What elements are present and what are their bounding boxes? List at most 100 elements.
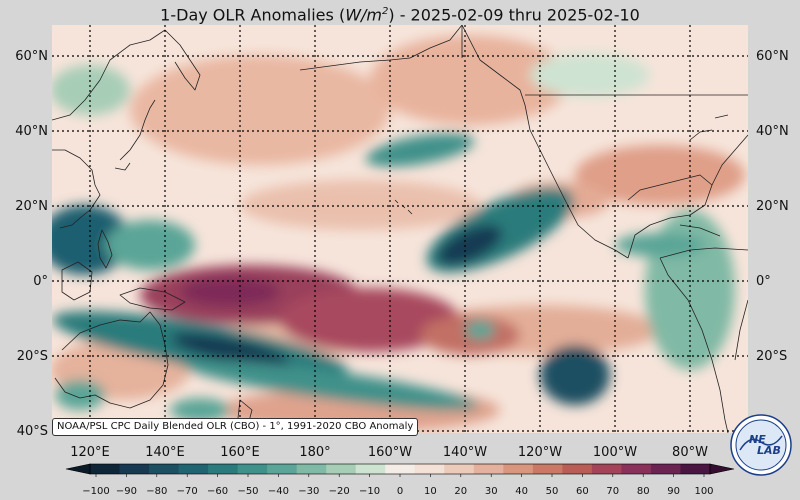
colorbar-swatch bbox=[267, 464, 298, 474]
lat-label-eq-right: 0° bbox=[756, 274, 771, 289]
lon-label-80w: 80°W bbox=[672, 445, 708, 460]
coastline-alaska bbox=[409, 25, 526, 106]
lat-label-eq-left: 0° bbox=[33, 274, 48, 289]
colorbar-swatch bbox=[650, 464, 681, 474]
negative-anomaly-n-pacific bbox=[365, 133, 475, 167]
lat-label-40n-right: 40°N bbox=[756, 124, 789, 139]
coastline-north-america-west bbox=[524, 104, 629, 259]
lat-label-20s-right: 20°S bbox=[756, 349, 787, 364]
negative-anomaly-east-pacific bbox=[465, 320, 495, 340]
negative-anomaly-caribbean bbox=[615, 233, 705, 257]
colorbar-tick-label: 80 bbox=[637, 486, 650, 497]
nelab-logo: NE LAB bbox=[730, 414, 792, 476]
colorbar-extend-left bbox=[65, 463, 91, 475]
coastline-new-guinea bbox=[119, 287, 186, 311]
colorbar-swatch bbox=[149, 464, 180, 474]
title-unit-exponent: 2 bbox=[381, 6, 389, 17]
colorbar-tick-label: −70 bbox=[177, 486, 198, 497]
title-unit: W/m bbox=[345, 5, 382, 25]
lon-label-120e: 120°E bbox=[70, 445, 110, 460]
title-prefix: 1-Day OLR Anomalies ( bbox=[160, 5, 346, 25]
colorbar-tick-label: 90 bbox=[667, 486, 680, 497]
colorbar-swatch bbox=[680, 464, 711, 474]
negative-anomaly-indian bbox=[55, 380, 105, 410]
negative-anomaly-itcz-core bbox=[437, 224, 503, 266]
lon-label-160e: 160°E bbox=[220, 445, 260, 460]
lat-label-60n-left: 60°N bbox=[15, 49, 48, 64]
colorbar-swatch bbox=[532, 464, 563, 474]
coastline-asia bbox=[52, 29, 166, 229]
colorbar-tick-label: 60 bbox=[576, 486, 589, 497]
colorbar-swatch bbox=[296, 464, 327, 474]
colorbar-tick-label: 20 bbox=[454, 486, 467, 497]
map-area bbox=[52, 25, 748, 433]
colorbar: −100 −90 −80 −70 −60 −50 −40 −30 −20 −10 0 10 20 30 40… bbox=[65, 463, 735, 497]
colorbar-tick-label: −20 bbox=[329, 486, 350, 497]
colorbar-swatch bbox=[178, 464, 209, 474]
coastline-south-america bbox=[659, 247, 748, 433]
coastline-cuba bbox=[679, 224, 721, 237]
lat-label-20s-left: 20°S bbox=[17, 349, 48, 364]
colorbar-tick-label: −80 bbox=[146, 486, 167, 497]
colorbar-swatch bbox=[414, 464, 445, 474]
colorbar-tick-label: −100 bbox=[82, 486, 109, 497]
colorbar-tick-label: −60 bbox=[207, 486, 228, 497]
lon-label-180: 180° bbox=[299, 445, 330, 460]
colorbar-swatch bbox=[119, 464, 150, 474]
colorbar-swatch bbox=[385, 464, 416, 474]
colorbar-ticks: −100 −90 −80 −70 −60 −50 −40 −30 −20 −10 0 10 20 30 40… bbox=[82, 474, 714, 497]
colorbar-tick-label: −30 bbox=[298, 486, 319, 497]
map-title: 1-Day OLR Anomalies (W/m2) - 2025-02-09 … bbox=[0, 0, 800, 24]
lon-label-140w: 140°W bbox=[443, 445, 487, 460]
lat-label-60n-right: 60°N bbox=[756, 49, 789, 64]
positive-anomaly-n-pacific bbox=[130, 55, 390, 165]
colorbar-tick-label: −90 bbox=[116, 486, 137, 497]
positive-anomaly-central-pacific bbox=[240, 180, 480, 230]
colorbar-tick-label: 0 bbox=[397, 486, 403, 497]
colorbar-swatch bbox=[503, 464, 534, 474]
negative-anomaly-tasman bbox=[170, 398, 230, 422]
lat-labels-right: 60°N 40°N 20°N 0° 20°S bbox=[756, 49, 789, 364]
coastline-us-east bbox=[711, 134, 748, 186]
colorbar-tick-label: 100 bbox=[694, 486, 713, 497]
data-source-caption: NOAA/PSL CPC Daily Blended OLR (CBO) - 1… bbox=[52, 418, 419, 436]
colorbar-swatch bbox=[237, 464, 268, 474]
coastline-aleutians bbox=[299, 57, 411, 71]
negative-anomaly-siberia bbox=[52, 65, 130, 115]
lat-label-20n-right: 20°N bbox=[756, 199, 789, 214]
logo-text-top: NE bbox=[749, 433, 766, 446]
lat-label-20n-left: 20°N bbox=[15, 199, 48, 214]
colorbar-swatch bbox=[621, 464, 652, 474]
lon-label-120w: 120°W bbox=[518, 445, 562, 460]
coastlines bbox=[52, 25, 748, 433]
lon-labels: 120°E 140°E 160°E 180° 160°W 140°W 120°W… bbox=[70, 445, 708, 460]
logo-text-bottom: LAB bbox=[757, 444, 781, 457]
positive-anomaly-equatorial bbox=[280, 288, 460, 352]
colorbar-tick-label: −10 bbox=[359, 486, 380, 497]
lon-label-160w: 160°W bbox=[368, 445, 412, 460]
title-suffix: ) - 2025-02-09 thru 2025-02-10 bbox=[388, 5, 640, 25]
lat-label-40n-left: 40°N bbox=[15, 124, 48, 139]
colorbar-tick-label: 40 bbox=[515, 486, 528, 497]
coastline-kamchatka bbox=[164, 29, 201, 91]
positive-anomaly-equatorial-core bbox=[180, 277, 280, 307]
colorbar-tick-label: −50 bbox=[237, 486, 258, 497]
coastline-japan bbox=[114, 99, 156, 171]
lon-label-140e: 140°E bbox=[145, 445, 185, 460]
colorbar-swatch bbox=[591, 464, 622, 474]
colorbar-swatch bbox=[208, 464, 239, 474]
lat-labels-left: 60°N 40°N 20°N 0° 20°S 40°S bbox=[15, 49, 48, 439]
colorbar-tick-label: 70 bbox=[606, 486, 619, 497]
colorbar-tick-label: 10 bbox=[424, 486, 437, 497]
lat-label-40s-left: 40°S bbox=[17, 424, 48, 439]
colorbar-tick-label: −40 bbox=[268, 486, 289, 497]
negative-anomaly-spcz-core bbox=[171, 332, 289, 368]
colorbar-swatches bbox=[90, 464, 711, 474]
coastline-gulf-of-mexico bbox=[627, 174, 713, 259]
colorbar-swatch bbox=[444, 464, 475, 474]
coastline-philippines bbox=[97, 229, 113, 269]
lon-label-100w: 100°W bbox=[593, 445, 637, 460]
colorbar-swatch bbox=[90, 464, 121, 474]
colorbar-swatch bbox=[562, 464, 593, 474]
